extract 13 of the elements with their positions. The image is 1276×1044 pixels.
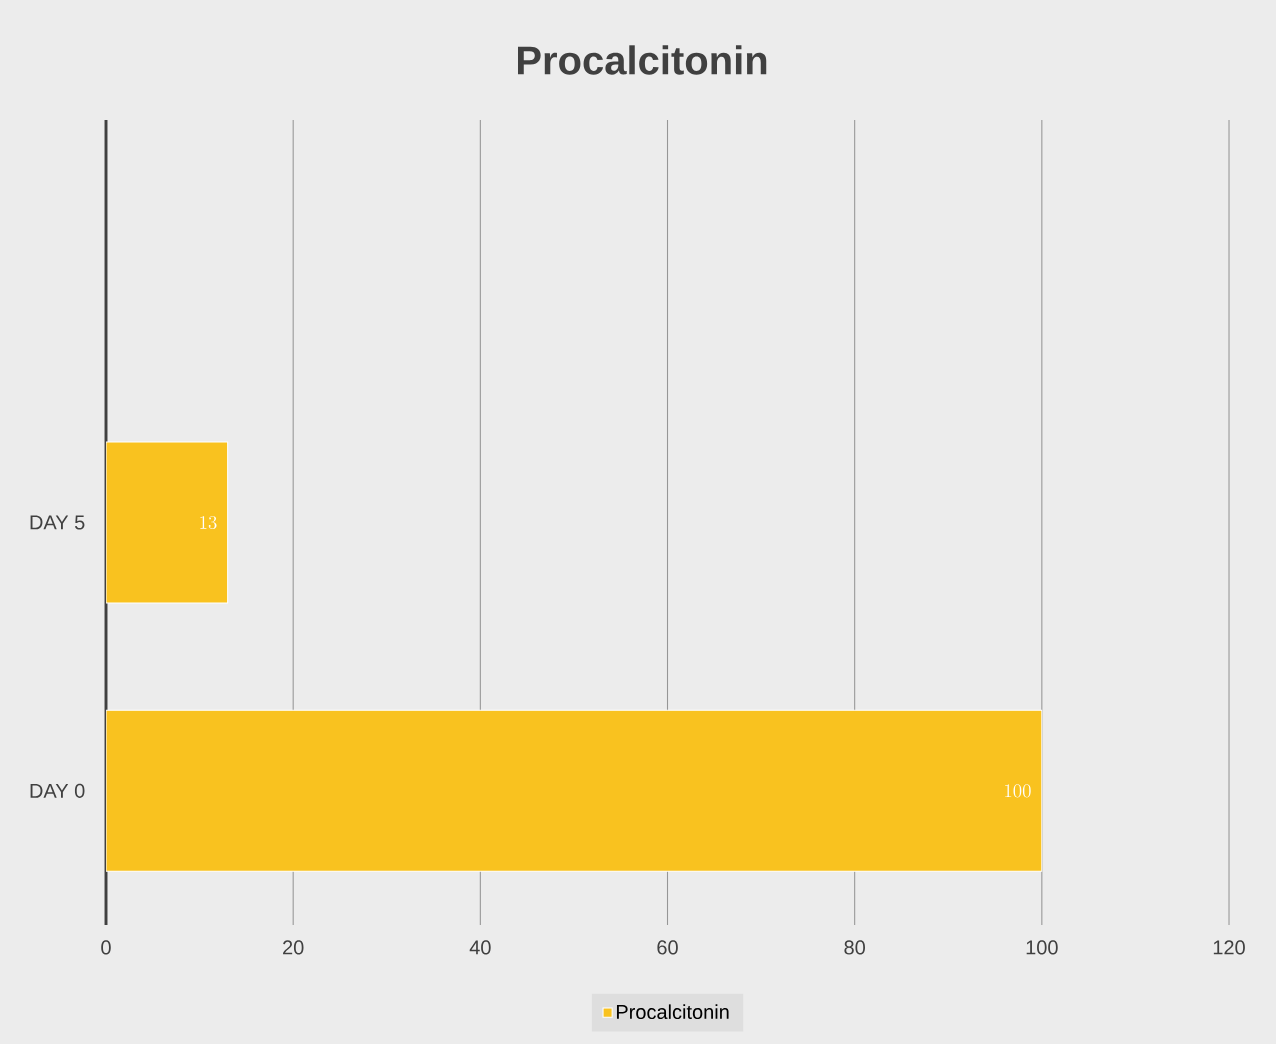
data-label: 100	[1005, 784, 1031, 798]
x-tick-label: 20	[283, 940, 304, 955]
y-tick-label: DAY 5	[30, 515, 85, 530]
chart-title: Procalcitonin	[518, 45, 767, 75]
x-tick-label: 100	[1026, 940, 1058, 955]
x-tick-label: 60	[657, 940, 678, 955]
y-tick-label: DAY 0	[30, 783, 85, 798]
data-label: 13	[200, 515, 217, 530]
x-tick-label: 80	[844, 940, 865, 955]
x-tick-label: 40	[469, 940, 491, 955]
x-tick-label: 120	[1213, 940, 1245, 955]
legend-label: Procalcitonin	[616, 1004, 729, 1020]
x-tick-label: 0	[101, 940, 111, 955]
